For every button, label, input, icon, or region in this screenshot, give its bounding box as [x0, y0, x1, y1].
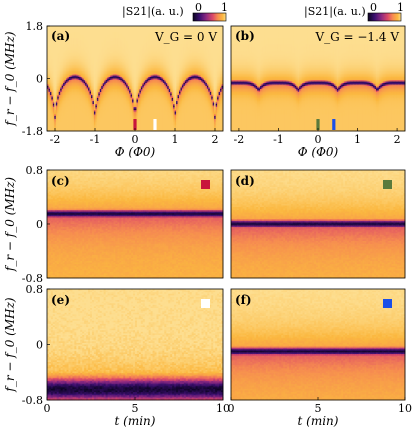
colorbar-b: |S21|(a. u.) 0 1: [304, 1, 404, 21]
xtick-f-2: 10: [398, 402, 412, 415]
vg-label-b: V_G = −1.4 V: [314, 30, 399, 44]
xtick-a-1: -1: [90, 133, 101, 146]
xtick-a-4: 2: [212, 133, 219, 146]
xtick-f-0: 0: [228, 402, 235, 415]
xtick-e-0: 0: [44, 402, 51, 415]
colorbar-b-max: 1: [397, 1, 404, 14]
ylabel-e: f_r − f_0 (MHz): [3, 297, 17, 393]
xtick-b-0: -2: [234, 133, 245, 146]
ytick-e-2: -0.8: [22, 394, 43, 407]
panel-label-f: (f): [235, 293, 252, 307]
xlabel-a: Φ (Φ0): [115, 145, 156, 159]
ytick-e-1: 0: [36, 339, 43, 352]
panel-a: -2 -1 0 1 21.80-1.8(a) V_G = 0 VΦ (Φ0)f_r − f…: [3, 20, 223, 159]
ytick-e-0: 0.8: [26, 283, 44, 296]
colorbar-b-bar: [368, 13, 401, 21]
ytick-a-0: 1.8: [26, 20, 44, 33]
xlabel-b: Φ (Φ0): [298, 145, 339, 159]
panel-d: (d): [231, 170, 405, 278]
ytick-a-2: -1.8: [22, 125, 43, 138]
panel-label-d: (d): [235, 174, 255, 188]
flux-marker-a-1: [153, 119, 156, 130]
ylabel-c: f_r − f_0 (MHz): [3, 177, 17, 273]
xtick-b-3: 1: [354, 133, 361, 146]
colorbar-b-min: 0: [370, 1, 377, 14]
colorbar-a-max: 1: [221, 1, 228, 14]
panel-e: 0 5 100.80-0.8(e)t (min)f_r − f_0 (MHz): [3, 283, 230, 428]
colorbar-a-bar: [193, 13, 226, 21]
time-marker-c: [201, 180, 210, 189]
ytick-a-1: 0: [36, 73, 43, 86]
panel-f: 0 5 10(f)t (min): [228, 289, 413, 428]
xtick-b-4: 2: [394, 133, 401, 146]
xtick-b-1: -1: [273, 133, 284, 146]
xlabel-e: t (min): [115, 414, 156, 428]
colorbar-b-label: |S21|(a. u.): [304, 5, 366, 19]
time-marker-d: [383, 180, 392, 189]
panel-c: 0.80-0.8(c)f_r − f_0 (MHz): [3, 164, 223, 285]
panel-label-b: (b): [235, 29, 255, 43]
panels: -2 -1 0 1 2 1.8 0 -1.8 (a) V_G = 0 V Φ (Φ0) f_r − f…: [3, 20, 412, 428]
ylabel-a: f_r − f_0 (MHz): [3, 31, 17, 127]
xtick-a-3: 1: [172, 133, 179, 146]
time-marker-e: [201, 299, 210, 308]
panel-label-a: (a): [51, 29, 70, 43]
panel-b: -2 -1 0 1 2(b) V_G = −1.4 VΦ (Φ0): [231, 26, 405, 159]
ytick-c-1: 0: [36, 218, 43, 231]
ytick-c-0: 0.8: [26, 164, 44, 177]
panel-label-e: (e): [51, 293, 70, 307]
xtick-a-0: -2: [50, 133, 61, 146]
panel-label-c: (c): [51, 174, 70, 188]
flux-marker-b-1: [332, 119, 335, 130]
vg-label-a: V_G = 0 V: [154, 30, 217, 44]
colorbar-a-label: |S21|(a. u.): [122, 5, 184, 19]
colorbar-a: |S21|(a. u.) 0 1: [122, 1, 228, 21]
xlabel-f: t (min): [298, 414, 339, 428]
time-marker-f: [383, 299, 392, 308]
colorbar-a-min: 0: [195, 1, 202, 14]
